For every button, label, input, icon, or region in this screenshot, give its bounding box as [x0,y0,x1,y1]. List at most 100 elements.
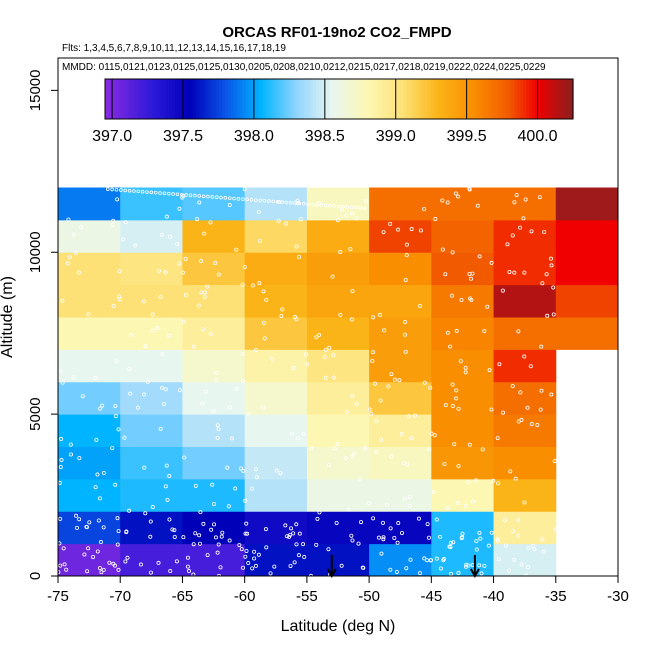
heatmap-cell [244,349,308,383]
sample-point [489,407,494,412]
heatmap-cell [182,381,246,415]
heatmap-cell [369,284,432,318]
colorbar-segment [546,79,551,119]
sample-point [364,199,369,204]
sample-point [510,384,515,389]
sample-point [96,518,101,523]
colorbar-segment [429,79,434,119]
sample-point [460,531,465,536]
sample-point [516,518,521,523]
heatmap-cell [182,187,246,221]
sample-point [431,490,436,495]
heatmap-cell [244,252,308,286]
sample-point [474,547,479,552]
sample-point [381,535,386,540]
colorbar-segment [415,79,419,119]
sample-point [117,269,122,274]
sample-point [486,543,491,548]
heatmap-cell [306,511,370,545]
colorbar: 397.0 397.5 398.0 398.5 399.0 399.5 400.0 [92,78,574,145]
sample-point [380,520,385,525]
sample-point [243,498,248,503]
colorbar-segment [189,79,194,119]
colorbar-segment [339,79,343,119]
sample-point [168,569,173,574]
sample-point [184,193,188,197]
colorbar-segment [523,79,527,119]
sample-point [105,187,110,191]
sample-point [65,261,70,266]
sample-point [114,187,119,192]
colorbar-segment [458,79,463,119]
sample-point [381,230,386,235]
heatmap-cell [555,252,619,286]
heatmap-cell [182,543,246,577]
sample-point [343,456,348,461]
sample-point [516,329,521,334]
sample-point [496,481,501,486]
sample-point [422,380,427,385]
colorbar-segment [549,79,554,119]
sample-point [453,191,458,196]
sample-point [71,375,76,380]
sample-point [254,475,259,480]
sample-point [294,244,299,249]
heatmap-cell [369,349,432,383]
heatmap-cell [120,219,183,253]
colorbar-segment [239,79,244,119]
heatmap-cell [306,414,370,447]
colorbar-segment [391,79,396,119]
sample-point [456,570,461,575]
heatmap-cell [306,187,370,221]
colorbar-segment [485,79,489,119]
sample-point [175,192,180,197]
sample-point [138,562,143,567]
sample-point [229,436,234,441]
sample-point [378,398,383,403]
sample-point [379,551,384,556]
sample-point [86,312,91,317]
sample-point [425,522,430,527]
colorbar-segment [514,79,519,119]
sample-point [210,195,215,199]
sample-point [123,559,128,564]
sample-point [199,259,204,264]
sample-point [110,223,115,228]
sample-point [315,202,319,207]
sample-point [199,290,204,295]
sample-point [526,546,531,551]
colorbar-segment [561,79,565,119]
sample-point [167,474,172,479]
colorbar-segment [406,79,410,119]
heatmap-cell [182,284,246,318]
sample-point [407,504,412,509]
sample-point [469,297,474,302]
sample-point [165,497,170,502]
sample-point [297,531,302,536]
colorbar-segment [131,79,135,119]
colorbar-segment [116,79,121,119]
sample-point [249,486,254,491]
colorbar-segment [517,79,521,119]
sample-point [495,539,500,544]
sample-point [508,469,513,474]
sample-point [354,401,359,406]
sample-point [403,319,408,324]
sample-point [58,368,63,373]
sample-point [540,281,545,286]
colorbar-segment [494,79,498,119]
colorbar-segment [567,79,571,119]
sample-point [150,328,155,333]
sample-point [67,255,72,260]
colorbar-segment [382,79,387,119]
sample-point [338,312,343,317]
colorbar-segment [388,79,393,119]
x-tick-label: -45 [420,588,442,605]
sample-point [372,381,377,386]
sample-point [304,352,309,357]
sample-point [425,558,430,563]
sample-point [422,207,427,212]
heatmap-cell [369,511,432,545]
sample-point [418,228,423,233]
